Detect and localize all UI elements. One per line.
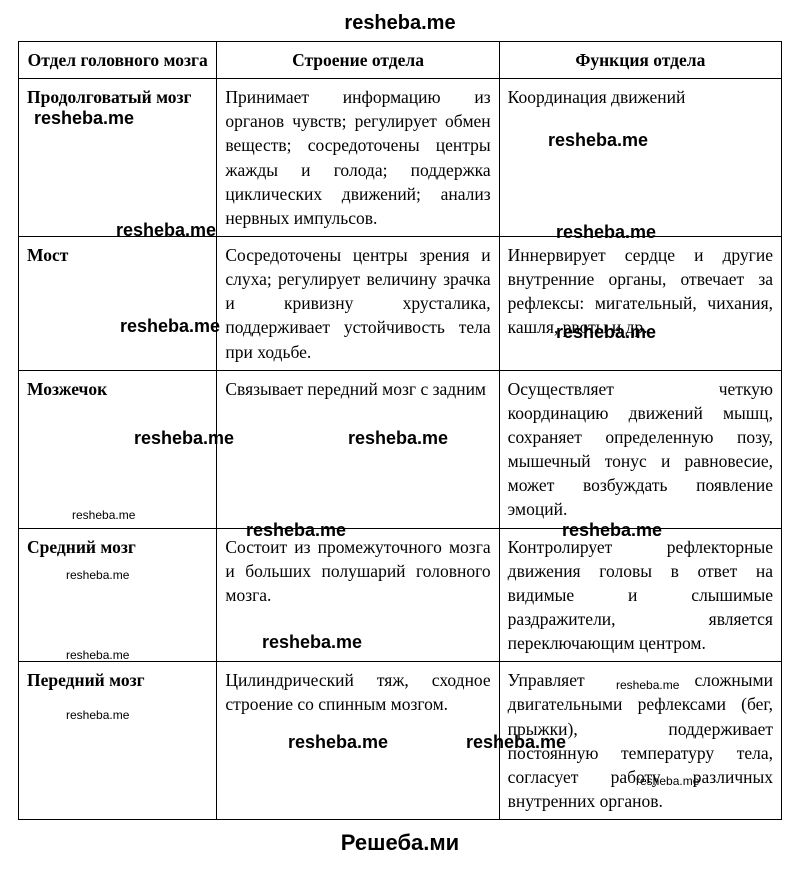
- document-page: resheba.me Отдел головного мозга Строени…: [0, 0, 800, 874]
- col-header-structure: Строение отдела: [217, 42, 499, 79]
- cell-structure: Состоит из промежуточного мозга и больши…: [217, 528, 499, 662]
- cell-function: Контролирует рефлекторные движения голов…: [499, 528, 781, 662]
- col-header-section: Отдел головного мозга: [19, 42, 217, 79]
- cell-section: Средний мозг: [19, 528, 217, 662]
- cell-function: Координация движений: [499, 79, 781, 237]
- cell-structure: Связывает передний мозг с задним: [217, 370, 499, 528]
- table-row: Продолговатый мозг Принимает информацию …: [19, 79, 782, 237]
- cell-structure: Цилиндрический тяж, сходное строение со …: [217, 662, 499, 820]
- brain-sections-table: Отдел головного мозга Строение отдела Фу…: [18, 41, 782, 820]
- cell-section: Мозжечок: [19, 370, 217, 528]
- cell-function: Управляет сложными двигательными рефлекс…: [499, 662, 781, 820]
- table-row: Передний мозг Цилиндрический тяж, сходно…: [19, 662, 782, 820]
- table-row: Мост Сосредоточены центры зрения и слуха…: [19, 236, 782, 370]
- cell-function: Осуществляет четкую координацию движений…: [499, 370, 781, 528]
- col-header-function: Функция отдела: [499, 42, 781, 79]
- table-row: Мозжечок Связывает передний мозг с задни…: [19, 370, 782, 528]
- watermark-bottom: Решеба.ми: [18, 830, 782, 856]
- table-header-row: Отдел головного мозга Строение отдела Фу…: [19, 42, 782, 79]
- cell-function: Иннервирует сердце и другие внутренние о…: [499, 236, 781, 370]
- cell-structure: Принимает информацию из органов чувств; …: [217, 79, 499, 237]
- cell-section: Продолговатый мозг: [19, 79, 217, 237]
- cell-section: Передний мозг: [19, 662, 217, 820]
- cell-section: Мост: [19, 236, 217, 370]
- table-row: Средний мозг Состоит из промежуточного м…: [19, 528, 782, 662]
- cell-structure: Сосредоточены центры зрения и слуха; рег…: [217, 236, 499, 370]
- watermark-top: resheba.me: [18, 12, 782, 35]
